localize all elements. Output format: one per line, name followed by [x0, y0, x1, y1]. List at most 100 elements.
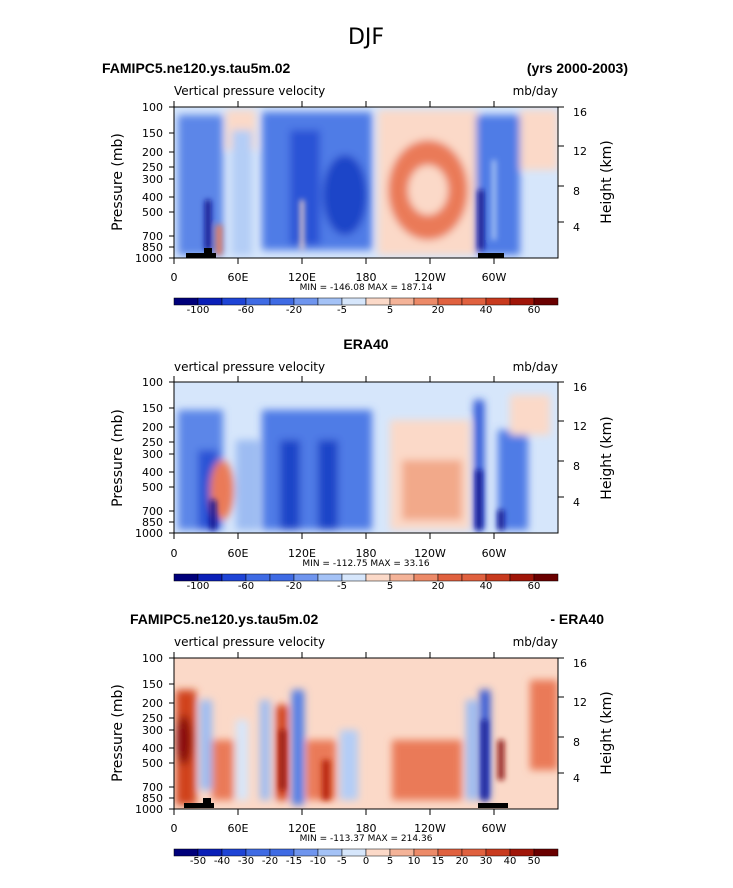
colorbar-swatch	[437, 848, 463, 857]
ytick: 250	[142, 161, 163, 174]
colorbar-swatch	[293, 848, 319, 857]
colorbar-label: 10	[408, 856, 421, 867]
ytick-right: 8	[573, 736, 580, 749]
colorbar-swatch	[317, 573, 343, 582]
panel-diff-stats: MIN = -113.37 MAX = 214.36	[300, 834, 433, 844]
xtick: 120E	[288, 271, 316, 284]
colorbar-label: -100	[187, 581, 210, 592]
xtick: 120W	[414, 822, 446, 835]
colorbar-swatch	[293, 297, 319, 306]
colorbar-label: 30	[480, 856, 493, 867]
colorbar-label: 60	[528, 305, 541, 316]
ytick: 100	[142, 101, 163, 114]
colorbar-swatch	[269, 848, 295, 857]
colorbar-label: -50	[190, 856, 206, 867]
colorbar-label: 15	[432, 856, 445, 867]
colorbar-swatch	[485, 848, 511, 857]
ytick: 100	[142, 376, 163, 389]
xtick: 0	[171, 271, 178, 284]
ylabel-pressure: Pressure (mb)	[110, 409, 126, 507]
ytick-right: 12	[573, 145, 587, 158]
panel-era40-stats: MIN = -112.75 MAX = 33.16	[302, 559, 429, 569]
colorbar-swatch	[437, 573, 463, 582]
colorbar-label: -60	[238, 581, 254, 592]
ytick: 300	[142, 173, 163, 186]
colorbar-swatch	[413, 297, 439, 306]
xtick: 60W	[482, 271, 507, 284]
panel-model-field	[174, 107, 558, 258]
ytick-right: 12	[573, 696, 587, 709]
colorbar-label: -20	[286, 305, 302, 316]
colorbar-label: 50	[528, 856, 541, 867]
colorbar-label: -5	[337, 581, 347, 592]
ytick: 850	[142, 241, 163, 254]
ytick: 500	[142, 757, 163, 770]
colorbar-swatch	[317, 297, 343, 306]
colorbar-label: -5	[337, 305, 347, 316]
xtick: 60W	[482, 822, 507, 835]
panel-model-title: FAMIPC5.ne120.ys.tau5m.02	[102, 60, 291, 76]
colorbar-swatch	[389, 573, 415, 582]
ytick-right: 12	[573, 420, 587, 433]
colorbar-swatch	[245, 848, 271, 857]
panel-era40-field	[174, 382, 558, 533]
panel-era40-title: ERA40	[343, 336, 388, 352]
panel-model-subtitle: Vertical pressure velocity	[174, 84, 325, 98]
ytick-right: 4	[573, 772, 580, 785]
dynamic-layer: -100 -60 -20 -5 5 20 40 60-100 -60 -20 -5 5 20 40 60-5…	[169, 101, 564, 867]
colorbar-label: -10	[310, 856, 326, 867]
colorbar-label: 5	[387, 856, 393, 867]
ytick-right: 4	[573, 221, 580, 234]
colorbar-swatch	[509, 848, 535, 857]
colorbar-label: 5	[387, 581, 393, 592]
ylabel-height: Height (km)	[599, 416, 615, 499]
colorbar-swatch	[197, 573, 223, 582]
panel-diff-subtitle: vertical pressure velocity	[174, 635, 325, 649]
ytick-right: 8	[573, 185, 580, 198]
colorbar-label: 20	[432, 581, 445, 592]
colorbar-swatch	[221, 848, 247, 857]
colorbar-label: -100	[187, 305, 210, 316]
colorbar-swatch	[413, 848, 439, 857]
colorbar-swatch	[533, 848, 559, 857]
ytick: 400	[142, 466, 163, 479]
colorbar-swatch	[269, 573, 295, 582]
colorbar-swatch	[341, 297, 367, 306]
colorbar-swatch	[509, 297, 535, 306]
colorbar-swatch	[245, 573, 271, 582]
colorbar-swatch	[173, 297, 199, 306]
colorbar-swatch	[245, 297, 271, 306]
colorbar-label: 40	[504, 856, 517, 867]
ytick: 700	[142, 781, 163, 794]
xtick: 180	[356, 547, 377, 560]
panel-era40-units: mb/day	[513, 360, 558, 374]
ytick: 400	[142, 742, 163, 755]
ytick: 850	[142, 516, 163, 529]
ytick: 250	[142, 436, 163, 449]
colorbar-swatch	[317, 848, 343, 857]
ytick: 700	[142, 505, 163, 518]
ytick: 200	[142, 421, 163, 434]
colorbar-swatch	[293, 573, 319, 582]
colorbar-swatch	[389, 297, 415, 306]
ytick: 200	[142, 146, 163, 159]
colorbar-swatch	[197, 297, 223, 306]
ytick: 150	[142, 127, 163, 140]
xtick: 120W	[414, 547, 446, 560]
colorbar-swatch	[365, 573, 391, 582]
ytick-right: 16	[573, 657, 587, 670]
panel-diff: FAMIPC5.ne120.ys.tau5m.02 - ERA40 vertic…	[110, 611, 615, 844]
xtick: 0	[171, 822, 178, 835]
colorbar-swatch	[197, 848, 223, 857]
panel-model-units: mb/day	[513, 84, 558, 98]
xtick: 60E	[228, 547, 249, 560]
ytick: 150	[142, 678, 163, 691]
ytick: 850	[142, 792, 163, 805]
colorbar-label: 5	[387, 305, 393, 316]
colorbar-swatch	[485, 297, 511, 306]
colorbar-label: 0	[363, 856, 369, 867]
colorbar-swatch	[533, 297, 559, 306]
colorbar-label: 40	[480, 581, 493, 592]
colorbar-swatch	[173, 573, 199, 582]
